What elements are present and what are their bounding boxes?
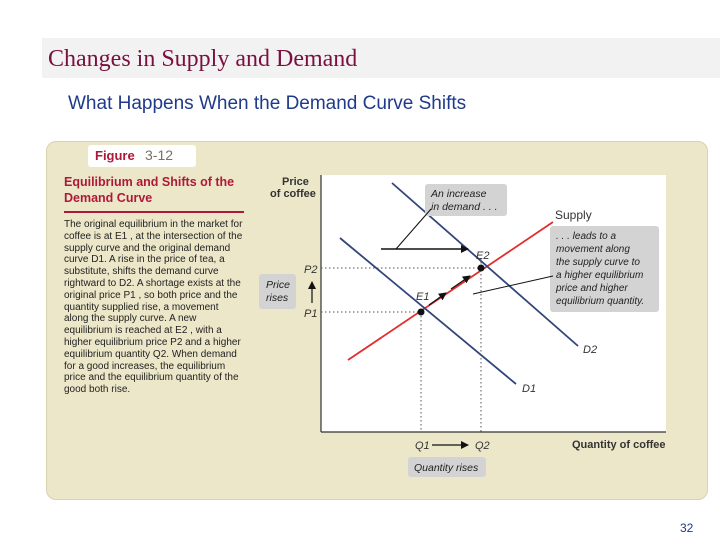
callout-supply-box xyxy=(550,226,659,312)
callout-supply-text: . . . leads to a movement along the supply… xyxy=(555,231,644,307)
title-band xyxy=(42,38,720,78)
figure-tab xyxy=(88,145,196,167)
slide-title: Changes in Supply and Demand xyxy=(48,46,358,72)
figure-caption: The original equilibrium in the market f… xyxy=(64,219,243,396)
equilibrium-point-e1 xyxy=(417,308,425,316)
callout-demand-pointer xyxy=(395,208,432,250)
callout-demand-line1: An increase xyxy=(430,188,487,200)
callout-supply-pointer xyxy=(472,275,554,295)
callout-supply-line: movement along xyxy=(556,244,630,255)
y-axis-label-line2: of coffee xyxy=(270,188,316,200)
q2-label: Q2 xyxy=(475,440,490,452)
figure-heading-rule xyxy=(64,211,244,213)
price-rises-box xyxy=(259,274,296,309)
callout-demand-box xyxy=(425,184,507,216)
callout-supply-line: equilibrium quantity. xyxy=(556,296,644,307)
price-rises-line2: rises xyxy=(266,292,289,304)
e2-label: E2 xyxy=(476,250,489,262)
d1-label: D1 xyxy=(522,383,536,395)
figure-number: 3-12 xyxy=(145,147,174,163)
movement-arrow-1 xyxy=(428,292,447,306)
callout-supply-line: a higher equilibrium xyxy=(556,270,643,281)
price-rises-line1: Price xyxy=(266,279,290,291)
demand-curve-d2 xyxy=(391,182,579,347)
movement-arrow-2 xyxy=(450,275,471,290)
quantity-rises-label: Quantity rises xyxy=(414,462,479,474)
quantity-rises-box xyxy=(408,457,486,477)
x-axis-label: Quantity of coffee xyxy=(572,439,666,451)
callout-demand-line2: in demand . . . xyxy=(431,201,498,213)
p1-label: P1 xyxy=(304,308,317,320)
equilibrium-point-e2 xyxy=(477,264,485,272)
d2-label: D2 xyxy=(583,344,597,356)
e1-label: E1 xyxy=(416,291,429,303)
p2-label: P2 xyxy=(304,264,317,276)
slide-subtitle: What Happens When the Demand Curve Shift… xyxy=(68,93,467,114)
demand-curve-d1 xyxy=(339,237,517,385)
callout-supply-line: price and higher xyxy=(555,283,628,294)
callout-supply-line: . . . leads to a xyxy=(556,231,616,242)
y-axis-label-line1: Price xyxy=(282,176,309,188)
callout-supply-line: the supply curve to xyxy=(556,257,640,268)
figure-label: Figure xyxy=(95,148,135,163)
figure-heading: Equilibrium and Shifts of the Demand Cur… xyxy=(64,175,235,205)
supply-curve xyxy=(347,221,554,361)
page-number: 32 xyxy=(680,521,694,535)
q1-label: Q1 xyxy=(415,440,430,452)
supply-label: Supply xyxy=(555,208,592,222)
